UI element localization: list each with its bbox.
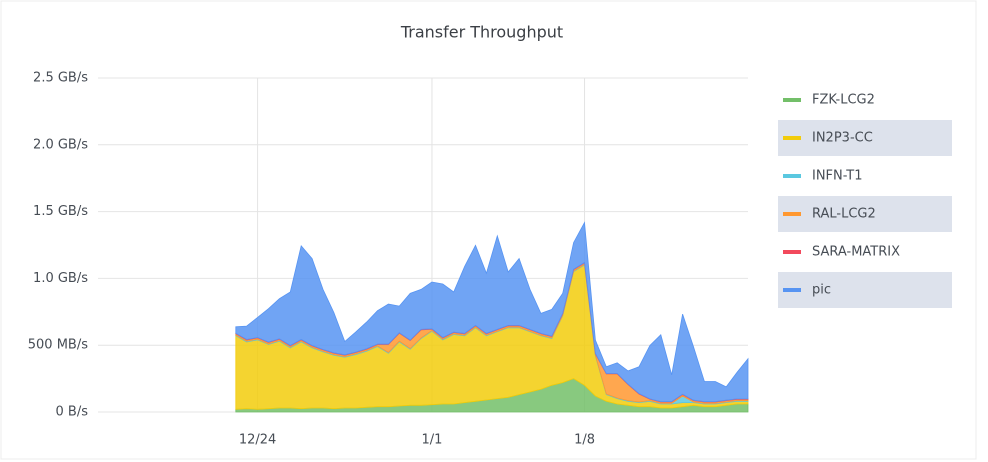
legend-label: FZK-LCG2 (812, 93, 875, 108)
y-tick-label: 2.5 GB/s (33, 71, 88, 86)
legend-row-bg (778, 196, 952, 232)
legend-swatch (783, 212, 801, 216)
area-series (235, 221, 749, 402)
legend-swatch (783, 288, 801, 292)
legend-swatch (783, 174, 801, 178)
legend-label: RAL-LCG2 (812, 207, 876, 222)
legend-swatch (783, 250, 801, 254)
legend-label: INFN-T1 (812, 169, 862, 184)
x-tick-label: 1/1 (421, 433, 442, 448)
y-tick-label: 2.0 GB/s (33, 137, 88, 152)
legend-label: pic (812, 283, 831, 298)
x-tick-label: 1/8 (574, 433, 595, 448)
legend-row-bg (778, 120, 952, 156)
legend: FZK-LCG2 IN2P3-CC INFN-T1 RAL-LCG2 SARA-MATR… (778, 93, 952, 308)
y-tick-label: 1.0 GB/s (33, 271, 88, 286)
legend-label: IN2P3-CC (812, 131, 873, 146)
plot-area (235, 221, 749, 413)
x-tick-label: 12/24 (239, 433, 276, 448)
chart-title: Transfer Throughput (400, 23, 563, 42)
legend-swatch (783, 98, 801, 102)
y-tick-label: 0 B/s (56, 405, 89, 420)
y-tick-label: 1.5 GB/s (33, 204, 88, 219)
legend-row-bg (778, 272, 952, 308)
legend-label: SARA-MATRIX (812, 245, 900, 260)
y-tick-label: 500 MB/s (28, 338, 88, 353)
legend-swatch (783, 136, 801, 140)
